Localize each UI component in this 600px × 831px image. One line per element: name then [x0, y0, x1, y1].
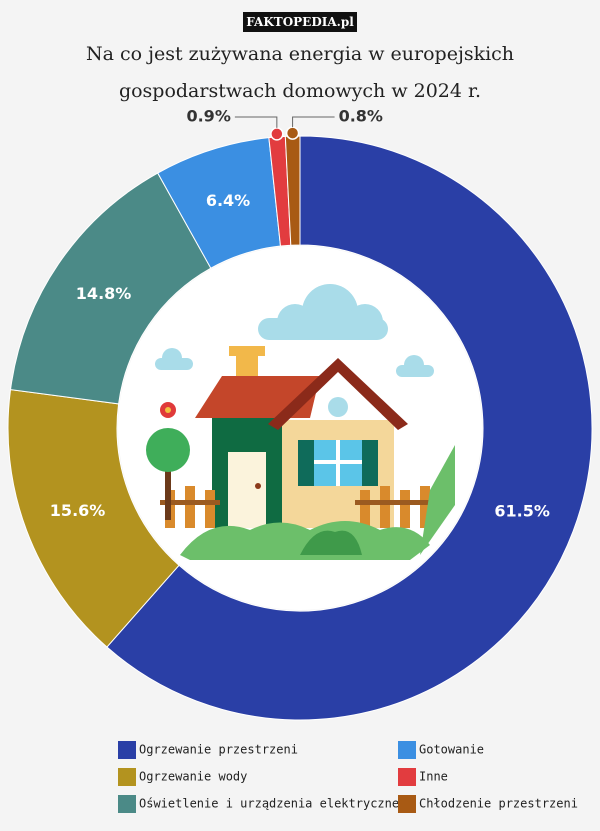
legend-swatch	[398, 741, 416, 759]
chart-title: Na co jest zużywana energia w europejski…	[85, 43, 515, 102]
value-label: 14.8%	[76, 284, 132, 303]
legend-swatch	[398, 768, 416, 786]
value-label: 6.4%	[206, 191, 250, 210]
value-label: 0.8%	[339, 107, 383, 126]
house-illustration	[118, 246, 482, 610]
value-label: 0.9%	[186, 107, 230, 126]
legend-label: Inne	[419, 770, 448, 784]
value-label: 15.6%	[50, 501, 106, 520]
value-label: 61.5%	[494, 501, 550, 520]
legend-label: Ogrzewanie wody	[139, 770, 247, 784]
donut-segment	[106, 135, 593, 721]
legend-swatch	[118, 741, 136, 759]
leader-dot	[285, 126, 300, 140]
legend-label: Ogrzewanie przestrzeni	[139, 743, 298, 757]
leader-line	[292, 116, 335, 128]
leader-line	[234, 116, 278, 128]
leader-dot	[270, 127, 284, 141]
watermark: FAKTOPEDIA.pl	[243, 12, 357, 32]
donut-segment	[7, 389, 180, 648]
legend-swatch	[118, 795, 136, 813]
legend-label: Chłodzenie przestrzeni	[419, 797, 578, 811]
legend-label: Gotowanie	[419, 743, 484, 757]
legend-label: Oświetlenie i urządzenia elektryczne	[139, 797, 399, 811]
legend-swatch	[118, 768, 136, 786]
legend-swatch	[398, 795, 416, 813]
